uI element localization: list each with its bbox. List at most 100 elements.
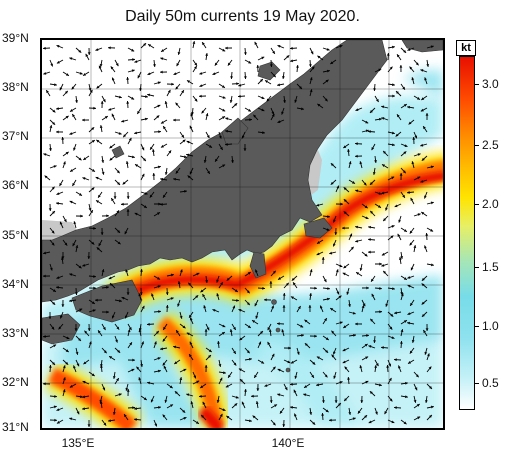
current-arrow (205, 354, 212, 361)
current-arrow (127, 358, 136, 362)
current-arrow (114, 347, 121, 354)
current-arrow (162, 335, 168, 342)
current-arrow (189, 125, 194, 133)
kuroshio-current (45, 153, 443, 428)
current-arrow (424, 191, 428, 199)
current-arrow (42, 46, 51, 50)
current-arrow (218, 281, 224, 289)
current-arrow (55, 130, 64, 134)
current-arrow (192, 95, 198, 102)
current-arrow (162, 191, 168, 199)
current-arrow (244, 299, 251, 306)
current-arrow (316, 203, 324, 207)
current-arrow (330, 59, 337, 65)
current-arrow (387, 359, 392, 367)
current-arrow (82, 395, 90, 399)
current-arrow (49, 299, 56, 306)
current-arrow (409, 347, 415, 354)
current-arrow (413, 403, 421, 409)
current-arrow (309, 293, 312, 301)
current-arrow (296, 107, 304, 111)
current-arrow (309, 334, 318, 338)
current-arrow (335, 381, 343, 385)
current-arrow (69, 273, 77, 277)
current-arrow (266, 95, 272, 102)
current-arrow (283, 383, 288, 391)
current-arrow (348, 299, 352, 307)
current-arrow (160, 47, 168, 53)
current-arrow (192, 380, 200, 385)
current-arrow (123, 413, 129, 421)
current-arrow (400, 419, 407, 425)
current-arrow (62, 90, 69, 97)
current-arrow (75, 263, 82, 269)
current-arrow (348, 407, 352, 415)
current-arrow (198, 94, 207, 98)
current-arrow (205, 143, 213, 148)
current-arrow (74, 287, 78, 296)
current-arrow (75, 47, 82, 53)
current-arrow (108, 107, 116, 111)
current-arrow (139, 287, 143, 296)
current-arrow (335, 185, 340, 193)
current-arrow (332, 347, 337, 355)
current-arrow (243, 71, 247, 80)
current-arrow (296, 305, 301, 313)
current-arrow (153, 115, 160, 121)
current-arrow (269, 280, 273, 289)
current-arrow (146, 322, 155, 326)
current-arrow (82, 380, 90, 385)
current-arrow (293, 389, 298, 397)
current-arrow (179, 311, 183, 319)
current-arrow (294, 95, 298, 103)
current-arrow (270, 47, 276, 55)
current-arrow (212, 309, 220, 313)
current-arrow (342, 347, 350, 352)
lat-label-38: 38°N (2, 80, 29, 94)
current-arrow (421, 311, 428, 318)
current-arrow (319, 305, 324, 313)
current-arrow (257, 107, 265, 112)
current-arrow (257, 131, 265, 135)
current-arrow (152, 172, 156, 181)
current-arrow (355, 239, 363, 243)
current-arrow (396, 54, 402, 61)
current-arrow (140, 395, 148, 401)
current-arrow (199, 71, 207, 75)
current-arrow (140, 268, 143, 277)
current-arrow (361, 299, 366, 307)
current-arrow (114, 299, 122, 303)
current-arrow (96, 139, 103, 145)
current-arrow (100, 100, 104, 109)
current-arrow (412, 136, 416, 145)
current-arrow (238, 83, 246, 87)
current-arrow (62, 239, 68, 246)
current-arrow (398, 215, 402, 223)
current-arrow (322, 297, 330, 301)
current-arrow (153, 202, 162, 206)
current-arrow (127, 47, 135, 52)
current-arrow (374, 286, 383, 290)
current-arrow (108, 355, 116, 361)
current-arrow (309, 286, 318, 290)
current-arrow (49, 227, 55, 234)
current-arrow (369, 210, 376, 217)
current-arrow (99, 59, 103, 67)
current-arrow (360, 395, 364, 404)
current-arrow (283, 55, 290, 61)
current-arrow (88, 371, 95, 377)
current-arrow (179, 269, 183, 277)
current-arrow (387, 395, 393, 402)
current-arrow (374, 68, 382, 73)
current-arrow (400, 287, 404, 295)
current-arrow (381, 263, 389, 267)
current-arrow (69, 57, 77, 61)
current-arrow (189, 167, 194, 175)
current-arrow (138, 377, 142, 385)
current-arrow (387, 66, 393, 73)
current-arrow (164, 167, 168, 175)
current-arrow (186, 80, 194, 85)
current-arrow (218, 331, 226, 337)
current-arrow (347, 148, 350, 157)
current-arrow (120, 202, 129, 206)
